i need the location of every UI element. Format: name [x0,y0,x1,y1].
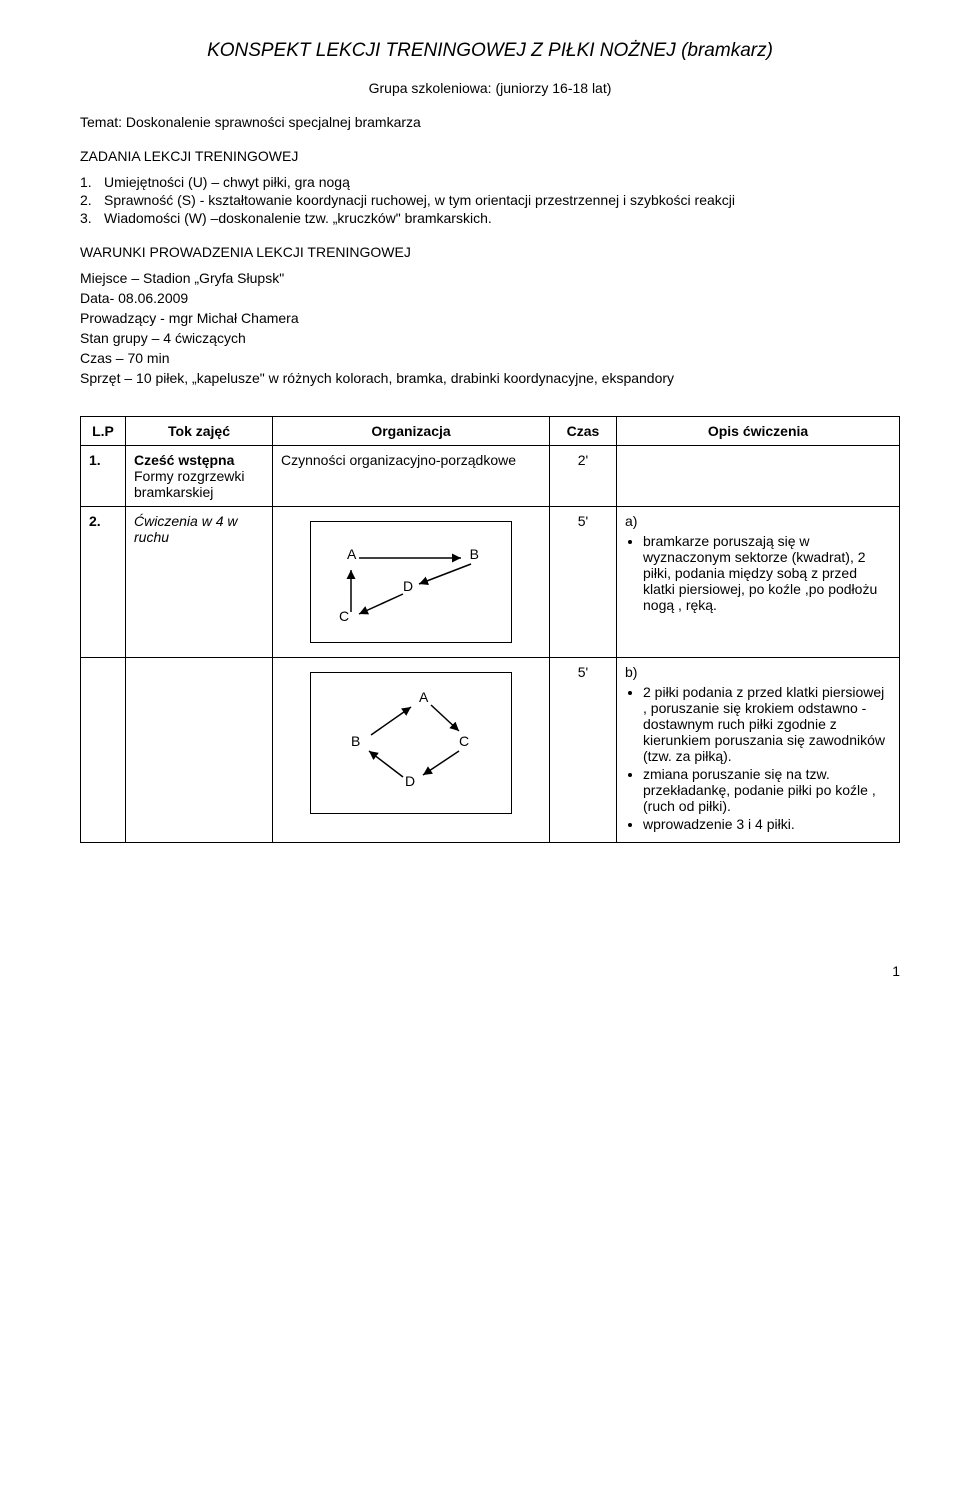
diagram-b: A B C D [310,672,512,814]
cell-czas: 5' [550,507,617,658]
tasks-heading: ZADANIA LEKCJI TRENINGOWEJ [80,148,900,164]
list-item: bramkarze poruszają się w wyznaczonym se… [643,533,891,613]
task-item: 2.Sprawność (S) - kształtowanie koordyna… [80,192,900,208]
col-lp: L.P [81,417,126,446]
opis-b-head: b) [625,664,637,680]
document-title: KONSPEKT LEKCJI TRENINGOWEJ Z PIŁKI NOŻN… [80,40,900,62]
opis-b-list: 2 piłki podania z przed klatki piersiowe… [643,684,891,832]
condition-line: Stan grupy – 4 ćwiczących [80,330,900,346]
condition-line: Miejsce – Stadion „Gryfa Słupsk" [80,270,900,286]
diagram-a: A B C D [310,521,512,643]
cell-tok: Cześć wstępna Formy rozgrzewki bramkarsk… [126,446,273,507]
list-item: 2 piłki podania z przed klatki piersiowe… [643,684,891,764]
group-label: Grupa szkoleniowa: (juniorzy 16-18 lat) [80,80,900,96]
diagram-a-svg [311,522,511,642]
lesson-table: L.P Tok zajęć Organizacja Czas Opis ćwic… [80,416,900,843]
cell-lp: 1. [81,446,126,507]
tok-bold: Cześć wstępna [134,452,234,468]
table-header-row: L.P Tok zajęć Organizacja Czas Opis ćwic… [81,417,900,446]
diagram-b-svg [311,673,511,813]
page-number: 1 [80,963,900,979]
list-item: wprowadzenie 3 i 4 piłki. [643,816,891,832]
table-row: 2. Ćwiczenia w 4 w ruchu A B C D [81,507,900,658]
cell-org: A B C D [273,658,550,843]
col-czas: Czas [550,417,617,446]
cell-tok: Ćwiczenia w 4 w ruchu [126,507,273,658]
tasks-list: 1.Umiejętności (U) – chwyt piłki, gra no… [80,174,900,226]
table-row: A B C D 5' b) [81,658,900,843]
condition-line: Sprzęt – 10 piłek, „kapelusze" w różnych… [80,370,900,386]
task-item: 1.Umiejętności (U) – chwyt piłki, gra no… [80,174,900,190]
cell-org: A B C D [273,507,550,658]
cell-lp: 2. [81,507,126,658]
col-opis: Opis ćwiczenia [617,417,900,446]
condition-line: Czas – 70 min [80,350,900,366]
conditions-heading: WARUNKI PROWADZENIA LEKCJI TRENINGOWEJ [80,244,900,260]
cell-lp [81,658,126,843]
task-item: 3.Wiadomości (W) –doskonalenie tzw. „kru… [80,210,900,226]
opis-a-list: bramkarze poruszają się w wyznaczonym se… [643,533,891,613]
table-row: 1. Cześć wstępna Formy rozgrzewki bramka… [81,446,900,507]
list-item: zmiana poruszanie się na tzw. przekładan… [643,766,891,814]
cell-opis [617,446,900,507]
cell-czas: 2' [550,446,617,507]
topic-line: Temat: Doskonalenie sprawności specjalne… [80,114,900,130]
cell-czas: 5' [550,658,617,843]
col-tok: Tok zajęć [126,417,273,446]
condition-line: Data- 08.06.2009 [80,290,900,306]
tok-sub: Formy rozgrzewki bramkarskiej [134,468,244,500]
cell-opis: a) bramkarze poruszają się w wyznaczonym… [617,507,900,658]
cell-org: Czynności organizacyjno-porządkowe [273,446,550,507]
opis-a-head: a) [625,513,637,529]
cell-tok [126,658,273,843]
cell-opis: b) 2 piłki podania z przed klatki piersi… [617,658,900,843]
col-org: Organizacja [273,417,550,446]
condition-line: Prowadzący - mgr Michał Chamera [80,310,900,326]
